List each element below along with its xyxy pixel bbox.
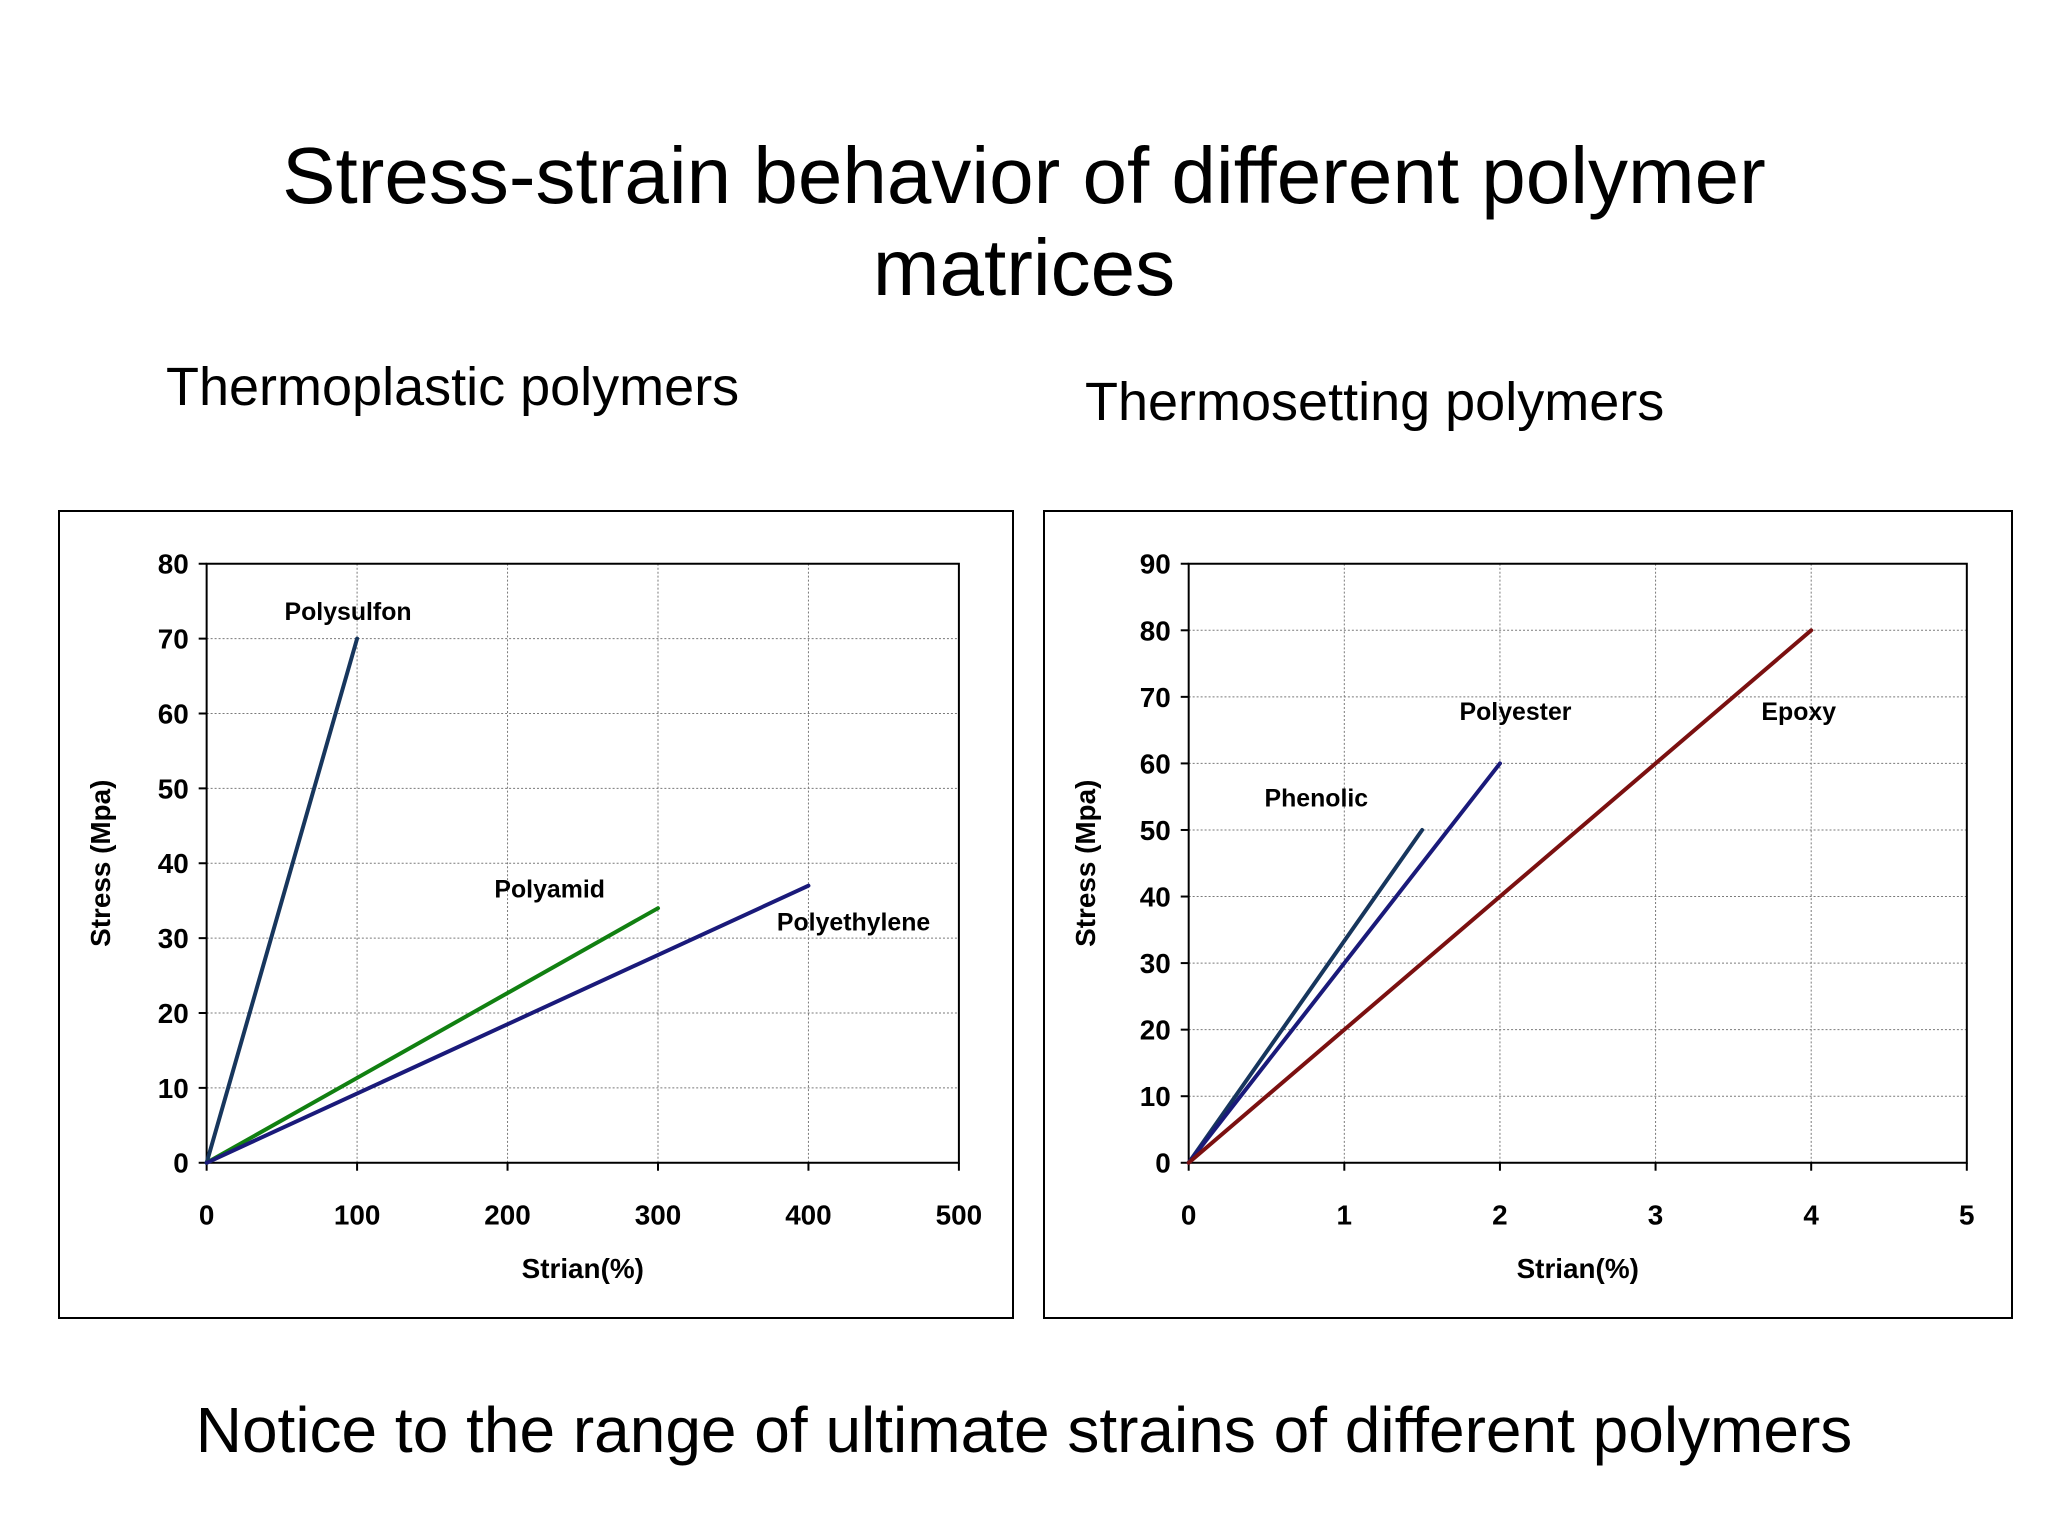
x-tick-label: 1	[1337, 1199, 1353, 1230]
x-axis-title: Strian(%)	[1517, 1253, 1639, 1284]
y-tick-label: 50	[158, 773, 189, 804]
series-line-polyamid	[204, 906, 660, 1165]
series-label-polyethylene: Polyethylene	[777, 909, 930, 937]
thermoplastic-subtitle: Thermoplastic polymers	[166, 357, 740, 417]
y-tick-label: 10	[1140, 1081, 1171, 1112]
y-tick-label: 70	[1140, 682, 1171, 713]
y-tick-label: 40	[1140, 881, 1171, 912]
x-tick-label: 0	[1181, 1199, 1197, 1230]
x-tick-label: 0	[199, 1199, 215, 1230]
plot-area	[1187, 562, 1968, 1164]
y-tick-label: 70	[158, 624, 189, 655]
y-tick-label: 20	[1140, 1015, 1171, 1046]
y-tick-label: 0	[173, 1148, 189, 1179]
y-tick-label: 90	[1140, 549, 1171, 580]
series-label-polysulfon: Polysulfon	[285, 598, 412, 626]
x-tick-label: 4	[1803, 1199, 1819, 1230]
series-label-phenolic: Phenolic	[1264, 785, 1368, 813]
series-line-epoxy	[1186, 628, 1814, 1165]
x-tick-label: 200	[484, 1199, 530, 1230]
slide-title-line-1: Stress-strain behavior of different poly…	[282, 131, 1766, 220]
y-tick-label: 0	[1155, 1148, 1171, 1179]
x-tick-label: 5	[1959, 1199, 1975, 1230]
thermoplastic-chart: 0 10 20 30 40 50 60 70 80 0 100 200 300 400 500 Strian(…	[85, 549, 982, 1284]
x-tick-label: 100	[334, 1199, 380, 1230]
y-tick-label: 80	[1140, 615, 1171, 646]
y-tick-label: 10	[158, 1073, 189, 1104]
x-tick-label: 300	[635, 1199, 681, 1230]
series-label-polyester: Polyester	[1460, 698, 1572, 726]
y-tick-label: 50	[1140, 815, 1171, 846]
x-tick-label: 2	[1492, 1199, 1508, 1230]
x-tick-label: 400	[785, 1199, 831, 1230]
thermoplastic-chart-frame: 0 10 20 30 40 50 60 70 80 0 100 200 300 400 500 Strian(…	[58, 510, 1014, 1319]
series-line-polyethylene	[204, 883, 811, 1165]
y-tick-label: 40	[158, 848, 189, 879]
y-axis-title: Stress (Mpa)	[1070, 780, 1101, 947]
y-tick-label: 60	[158, 698, 189, 729]
thermosetting-chart: 0 10 20 30 40 50 60 70 80 90 0 1 2 3 4 5 Strian(%) Stress…	[1070, 549, 1975, 1284]
x-tick-label: 3	[1648, 1199, 1664, 1230]
slide-title-line-2: matrices	[872, 223, 1176, 312]
y-tick-label: 20	[158, 998, 189, 1029]
thermosetting-subtitle: Thermosetting polymers	[1085, 372, 1665, 432]
series-line-phenolic	[1186, 827, 1425, 1165]
slide-title: Stress-strain behavior of different poly…	[0, 130, 2048, 314]
series-label-polyamid: Polyamid	[494, 876, 605, 904]
x-axis-title: Strian(%)	[522, 1253, 644, 1284]
y-tick-label: 30	[1140, 948, 1171, 979]
footer-note: Notice to the range of ultimate strains …	[195, 1394, 1853, 1466]
y-tick-label: 80	[158, 549, 189, 580]
series-line-polysulfon	[204, 636, 360, 1165]
thermosetting-chart-frame: 0 10 20 30 40 50 60 70 80 90 0 1 2 3 4 5 Strian(%) Stress…	[1043, 510, 2013, 1319]
x-tick-label: 500	[936, 1199, 982, 1230]
series-label-epoxy: Epoxy	[1761, 698, 1836, 726]
y-tick-label: 60	[1140, 748, 1171, 779]
series-line-polyester	[1186, 761, 1502, 1165]
y-axis-title: Stress (Mpa)	[85, 780, 116, 947]
y-tick-label: 30	[158, 923, 189, 954]
